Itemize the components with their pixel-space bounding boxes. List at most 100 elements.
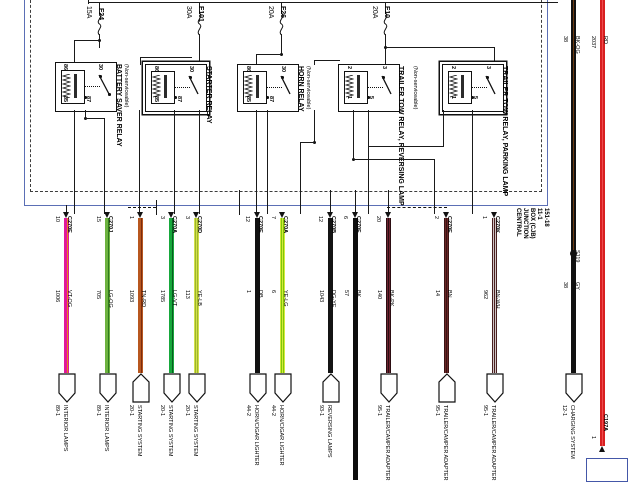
wire-w3-circuit: 1093 bbox=[128, 290, 134, 303]
wire-w6-connector: C270E bbox=[257, 216, 263, 233]
wire-w4-circuit: 1785 bbox=[159, 290, 165, 303]
batt-saver-87-h bbox=[85, 118, 104, 119]
trailer-branch-v bbox=[353, 110, 354, 160]
relay-trailer-tow-parking-link bbox=[471, 87, 487, 88]
fuse-f10-rating: 20A bbox=[371, 6, 378, 19]
wire-w4-connector: C270A bbox=[171, 216, 177, 234]
wire-w11-pin: 2 bbox=[433, 216, 439, 220]
f10-feed-h-right bbox=[385, 47, 495, 48]
relay-starter-feed-v bbox=[140, 57, 141, 65]
relay-trailer-tow-parking-pin-3: 3 bbox=[485, 66, 491, 70]
fuse-f24-name: F24 bbox=[97, 8, 104, 21]
wire-w12-color: BN-WH bbox=[494, 290, 500, 309]
dashed-link-bottom bbox=[387, 207, 447, 208]
fuse-f101-lead-top bbox=[199, 2, 200, 14]
wire-w2-pin: 15 bbox=[95, 216, 101, 223]
wire-w7-connector: C270A bbox=[282, 216, 288, 234]
wire-w7-dest-name: HORN/CIGAR LIGHTER bbox=[278, 405, 284, 466]
wire-w11-color: BN bbox=[446, 290, 452, 298]
cjb-label-line-5: 151-18 bbox=[543, 208, 549, 227]
relay-trailer-tow-reversing-1-run bbox=[300, 142, 301, 214]
feed-stub-left bbox=[88, 0, 89, 4]
wire-w8-connector-symbol bbox=[322, 373, 340, 403]
wire-w9-color: BK bbox=[355, 290, 361, 298]
wire-w4-arrow bbox=[168, 212, 174, 218]
wire-w11-dest-ref: 95-1 bbox=[434, 405, 440, 417]
relay-starter-coil-winding bbox=[152, 75, 161, 98]
relay-starter-coil bbox=[151, 71, 175, 104]
trailer-branch-h bbox=[353, 159, 435, 160]
stub-w6 bbox=[239, 190, 240, 215]
relay-battery-saver-coil-core bbox=[74, 74, 77, 98]
wire-w6-color: DB bbox=[257, 290, 263, 298]
relay-starter-link bbox=[174, 87, 190, 88]
wire-w2-circuit: 705 bbox=[95, 290, 101, 300]
wire-w7-circuit: 6 bbox=[270, 290, 276, 294]
wire-w8-dest-name: REVERSING LAMPS bbox=[326, 405, 332, 458]
wire-w8-pin: 12 bbox=[317, 216, 323, 223]
wire-w10-color: BK-PK bbox=[388, 290, 394, 307]
fuse-f101-symbol bbox=[195, 13, 204, 35]
relay-horn-coil-core bbox=[256, 75, 259, 98]
relay-battery-saver-pin-85: 85 bbox=[62, 96, 68, 103]
wire-w5-connector-symbol bbox=[188, 373, 206, 403]
wire-w12-arrow bbox=[491, 212, 497, 218]
relay-battery-saver-name: BATTERY SAVER RELAY bbox=[115, 64, 122, 147]
wire-w7-connector-symbol bbox=[274, 373, 292, 403]
relay-horn-pin-85: 85 bbox=[245, 96, 251, 103]
wire-w1-pin: 10 bbox=[54, 216, 60, 223]
relay-trailer-tow-parking-coil-winding bbox=[449, 75, 458, 98]
fuse-f24-lead-top bbox=[99, 2, 100, 14]
wire-w11-arrow bbox=[443, 212, 449, 218]
wire-w6-circuit: 1 bbox=[245, 290, 251, 294]
wire-w3-connector-symbol bbox=[132, 373, 150, 403]
splice-below-color: GY bbox=[574, 282, 580, 290]
wire-w10-connector-symbol bbox=[380, 373, 398, 403]
relay-trailer-tow-reversing-feed-v bbox=[314, 60, 315, 65]
relay-horn-pin-30: 30 bbox=[280, 66, 286, 73]
relay-battery-saver-pin-30: 30 bbox=[97, 64, 103, 71]
dashed-link-bottom-left bbox=[128, 207, 156, 208]
wire-w3-pin: 1 bbox=[128, 216, 134, 220]
relay-battery-saver-coil-winding bbox=[62, 74, 71, 98]
relay-trailer-tow-reversing-pin-5: 5 bbox=[368, 96, 374, 100]
relay-trailer-tow-parking-coil-core bbox=[461, 75, 464, 98]
wire-w1-dest-name: INTERIOR LAMPS bbox=[62, 405, 68, 452]
wire-w5-dest-ref: 20-1 bbox=[184, 405, 190, 417]
relay-horn-85-run bbox=[256, 110, 257, 214]
wire-w4-dest-name: STARTING SYSTEM bbox=[167, 405, 173, 457]
relay-trailer-tow-parking-armature bbox=[485, 75, 499, 101]
relay-starter-pin-87: 87 bbox=[176, 96, 182, 103]
bus-wire-rd bbox=[600, 0, 605, 446]
wire-w2-color: LG-OG bbox=[107, 290, 113, 308]
relay-starter-name: STARTER RELAY bbox=[205, 66, 212, 124]
relay-battery-saver-pin-87: 87 bbox=[85, 96, 91, 103]
relay-battery-saver-note: (Non-serviceable) bbox=[123, 64, 129, 108]
fuse-f10-lead-bottom bbox=[385, 34, 386, 64]
relay-battery-saver-pin-86: 86 bbox=[62, 64, 68, 71]
relay-trailer-tow-parking-pin-2: 2 bbox=[450, 66, 456, 70]
wire-w2 bbox=[105, 218, 110, 373]
wire-w10 bbox=[386, 218, 391, 373]
wire-w9-connector: C270F bbox=[355, 216, 361, 233]
batt-saver-87-drop bbox=[85, 110, 86, 118]
relay-trailer-tow-parking-5-run bbox=[472, 110, 473, 214]
f10-feed-v-right bbox=[494, 47, 495, 76]
wire-w9-pin: 6 bbox=[342, 216, 348, 220]
bus-rd-color: RD bbox=[602, 36, 608, 44]
wire-w5-arrow bbox=[193, 212, 199, 218]
wire-w2-dest-ref: 89-1 bbox=[95, 405, 101, 417]
fuse-f26-rating: 20A bbox=[267, 6, 274, 19]
relay-starter-pin-85: 85 bbox=[153, 96, 159, 103]
relay-horn-pin-86: 86 bbox=[245, 66, 251, 73]
wire-w2-arrow bbox=[104, 212, 110, 218]
wire-w1-arrow bbox=[63, 212, 69, 218]
wire-w4-color: LG-VT bbox=[171, 290, 177, 307]
wire-w8-connector: C270B bbox=[330, 216, 336, 234]
wire-w11 bbox=[444, 218, 449, 373]
bus-bkog-circuit: 38 bbox=[562, 36, 568, 43]
wire-w12-pin: 1 bbox=[481, 216, 487, 220]
stub-w4 bbox=[156, 200, 157, 215]
wire-w5-dest-name: STARTING SYSTEM bbox=[192, 405, 198, 457]
